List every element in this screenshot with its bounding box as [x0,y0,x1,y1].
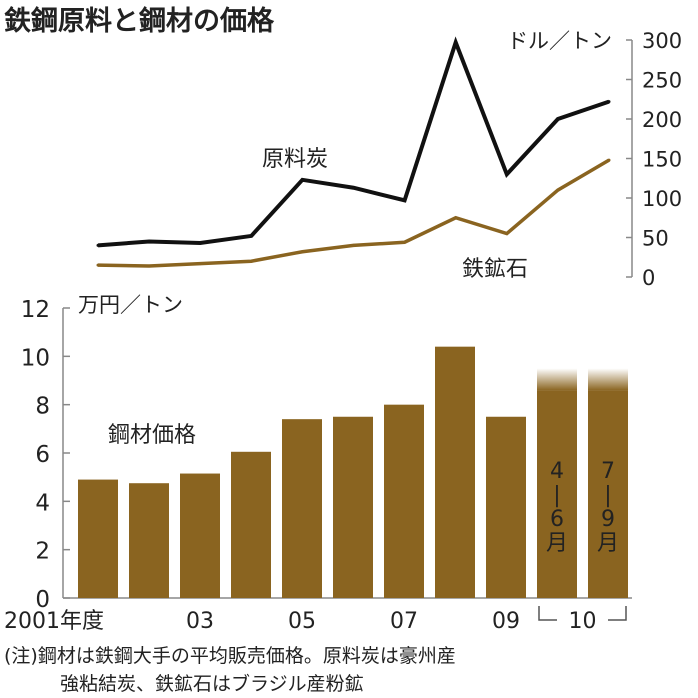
bottom-y-tick-label: 4 [35,490,50,516]
ore-data-point [96,263,100,267]
top-y-tick-label: 100 [642,187,682,211]
ore-data-point [198,262,202,266]
x-tick-label: 10 [569,609,597,634]
bar-period-label: 9 [601,507,615,532]
top-y-tick-label: 200 [642,108,682,132]
x-tick-label: 03 [186,609,214,634]
ore-data-point [403,240,407,244]
steel-price-bar [231,451,271,598]
top-y-tick-label: 250 [642,69,682,93]
steel-price-bar [537,390,577,598]
bottom-y-tick-label: 6 [35,442,50,468]
raw-material-line-chart: ドル／トン 原料炭 鉄鉱石 0 50 100 150 200 250 300 [96,29,682,290]
bottom-y-tick-label: 2 [35,539,50,565]
coal-data-point [147,239,151,243]
coal-data-point [249,234,253,238]
coal-data-point [300,178,304,182]
ore-data-point [607,158,611,162]
bar-period-label: | [604,483,611,508]
coal-data-point [352,186,355,190]
steel-price-bar [78,479,118,598]
top-y-tick-label: 50 [642,227,669,251]
bottom-y-tick-label: 12 [21,297,50,323]
coal-data-point [198,241,202,245]
steel-price-bar [384,404,424,598]
bar-period-label: 6 [550,507,564,532]
bottom-unit-label: 万円／トン [78,293,183,317]
footnote-line-2: 強粘結炭、鉄鉱石はブラジル産粉鉱 [60,672,364,695]
x-tick-label: 09 [492,609,520,634]
coal-price-line [97,36,610,248]
top-y-tick-label: 300 [642,29,682,53]
ore-series-label: 鉄鉱石 [462,257,528,282]
x-tick-label: 07 [390,609,418,634]
bar-series-label: 鋼材価格 [108,423,196,448]
ore-data-point [147,264,151,268]
top-y-tick-label: 0 [642,266,655,290]
ore-data-point [300,250,304,254]
x-tick-label: 2001年度 [4,609,104,634]
coal-data-point [454,40,458,44]
steel-price-bar [486,416,526,598]
steel-price-bar [333,416,373,598]
steel-price-bar [282,419,322,598]
steel-price-bar [435,346,475,598]
coal-data-point [96,243,100,247]
coal-series-label: 原料炭 [262,147,328,172]
footnote-line-1: (注)鋼材は鉄鋼大手の平均販売価格。原料炭は豪州産 [4,645,456,667]
top-y-tick-label: 150 [642,148,682,172]
chart-title: 鉄鋼原料と鋼材の価格 [4,5,275,37]
coal-data-point [403,198,407,202]
bottom-y-tick-label: 8 [35,394,50,420]
steel-price-bar [180,473,220,598]
ore-data-point [505,232,509,236]
ore-data-point [454,216,458,220]
coal-data-point [556,117,560,121]
bar-period-label: 4 [550,459,564,484]
coal-data-point [607,100,611,104]
bar-period-label: 7 [601,459,615,484]
coal-data-point [505,172,509,176]
top-unit-label: ドル／トン [507,29,612,53]
year-2010-bracket [538,606,627,621]
bar-period-label: 月 [546,531,568,556]
bar-fade-top [588,368,628,391]
iron-ore-price-line [97,158,610,268]
steel-price-bar [129,483,169,598]
steel-price-bar [588,390,628,598]
bottom-y-tick-label: 10 [21,345,50,371]
ore-data-point [249,259,253,263]
ore-data-point [556,188,560,192]
x-tick-label: 05 [288,609,316,634]
bar-fade-top [537,368,577,391]
bar-period-label: | [553,483,560,508]
bottom-y-tick-label: 0 [35,587,50,613]
bar-period-label: 月 [597,531,619,556]
ore-data-point [352,243,355,247]
